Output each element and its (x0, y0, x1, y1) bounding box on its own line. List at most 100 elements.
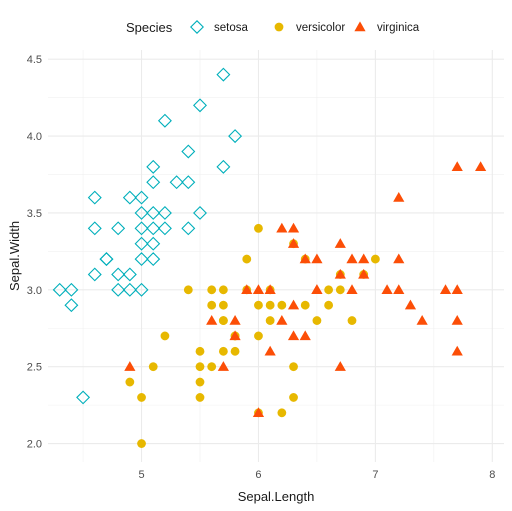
versicolor-point (148, 362, 158, 372)
virginica-point (334, 361, 346, 371)
virginica-point (381, 284, 393, 295)
versicolor-point (289, 362, 298, 372)
versicolor-point (137, 393, 146, 402)
setosa-point (99, 252, 114, 267)
legend-key-virginica (354, 21, 366, 32)
setosa-point (134, 205, 149, 220)
virginica-point (334, 238, 346, 248)
legend-label: setosa (214, 22, 248, 34)
series-versicolor (125, 223, 380, 448)
versicolor-point (277, 300, 287, 310)
series-setosa (52, 67, 243, 405)
y-axis-title: Sepal.Width (7, 221, 22, 291)
setosa-point (181, 144, 196, 159)
setosa-point (99, 252, 114, 267)
virginica-point (393, 191, 405, 202)
y-tick-label: 3.5 (27, 208, 42, 220)
legend-item-setosa: setosa (190, 20, 248, 34)
virginica-point (264, 345, 276, 356)
virginica-point (393, 253, 405, 264)
setosa-point (157, 113, 172, 128)
x-axis-ticks: 5 6 7 8 (138, 469, 495, 481)
series-virginica (124, 161, 487, 418)
versicolor-point (218, 300, 228, 310)
virginica-point (416, 314, 428, 325)
y-tick-label: 3.0 (27, 285, 42, 297)
virginica-point (451, 314, 463, 325)
versicolor-point (254, 300, 263, 310)
virginica-point (276, 222, 288, 233)
setosa-point (52, 282, 67, 297)
versicolor-point (312, 316, 322, 325)
setosa-point (111, 221, 126, 236)
setosa-point (157, 221, 172, 236)
setosa-point (181, 221, 196, 236)
versicolor-point (125, 377, 135, 387)
versicolor-point (195, 362, 205, 372)
versicolor-point (183, 285, 193, 295)
versicolor-point (324, 285, 334, 295)
virginica-point (206, 314, 218, 325)
x-tick-label: 6 (255, 469, 261, 481)
virginica-point (252, 284, 265, 295)
virginica-point (287, 299, 300, 310)
plot-panel (48, 50, 504, 462)
virginica-point (334, 268, 346, 279)
versicolor-point (335, 285, 345, 295)
virginica-point (404, 299, 417, 310)
legend: Species setosa versicolor virginica (126, 20, 420, 35)
virginica-point (229, 314, 241, 325)
setosa-point (87, 267, 102, 282)
legend-label: versicolor (296, 22, 345, 34)
virginica-point (252, 407, 265, 418)
versicolor-point (218, 346, 228, 356)
virginica-point (451, 161, 463, 172)
setosa-point (111, 282, 126, 297)
x-tick-label: 8 (489, 469, 495, 481)
virginica-point (451, 345, 463, 356)
setosa-point (134, 282, 149, 297)
versicolor-point (137, 439, 146, 448)
setosa-point (64, 298, 79, 313)
versicolor-point (218, 316, 228, 325)
setosa-point (216, 67, 231, 82)
virginica-point (311, 284, 323, 295)
x-axis-title: Sepal.Length (238, 489, 315, 504)
setosa-point (181, 175, 196, 190)
setosa-point (146, 159, 161, 174)
setosa-point (146, 252, 161, 267)
grid-lines (48, 50, 504, 462)
setosa-point (193, 205, 207, 220)
versicolor-point (265, 316, 275, 325)
virginica-point (287, 330, 300, 341)
versicolor-point (277, 408, 287, 418)
versicolor-point (195, 393, 205, 402)
setosa-point (122, 267, 137, 282)
setosa-point (169, 175, 184, 190)
y-tick-label: 2.5 (27, 362, 42, 374)
setosa-point (87, 221, 102, 236)
virginica-point (439, 284, 452, 295)
legend-item-virginica: virginica (354, 21, 420, 34)
setosa-point (134, 190, 149, 205)
setosa-point (76, 390, 91, 405)
legend-key-versicolor (274, 22, 284, 32)
legend-item-versicolor: versicolor (274, 22, 345, 34)
y-tick-label: 4.0 (27, 131, 42, 143)
virginica-point (241, 284, 253, 295)
virginica-point (299, 330, 311, 341)
virginica-point (358, 253, 370, 264)
setosa-point (146, 236, 161, 251)
versicolor-point (160, 331, 170, 341)
y-axis-ticks: 2.0 2.5 3.0 3.5 4.0 4.5 (27, 54, 42, 450)
virginica-point (451, 284, 463, 295)
legend-label: virginica (377, 22, 420, 34)
versicolor-point (300, 300, 310, 310)
legend-key-setosa (190, 20, 204, 34)
virginica-point (311, 253, 323, 264)
setosa-point (157, 205, 172, 220)
versicolor-point (347, 316, 357, 325)
legend-items: setosa versicolor virginica (190, 20, 420, 34)
versicolor-point (195, 377, 205, 387)
setosa-point (193, 98, 207, 113)
